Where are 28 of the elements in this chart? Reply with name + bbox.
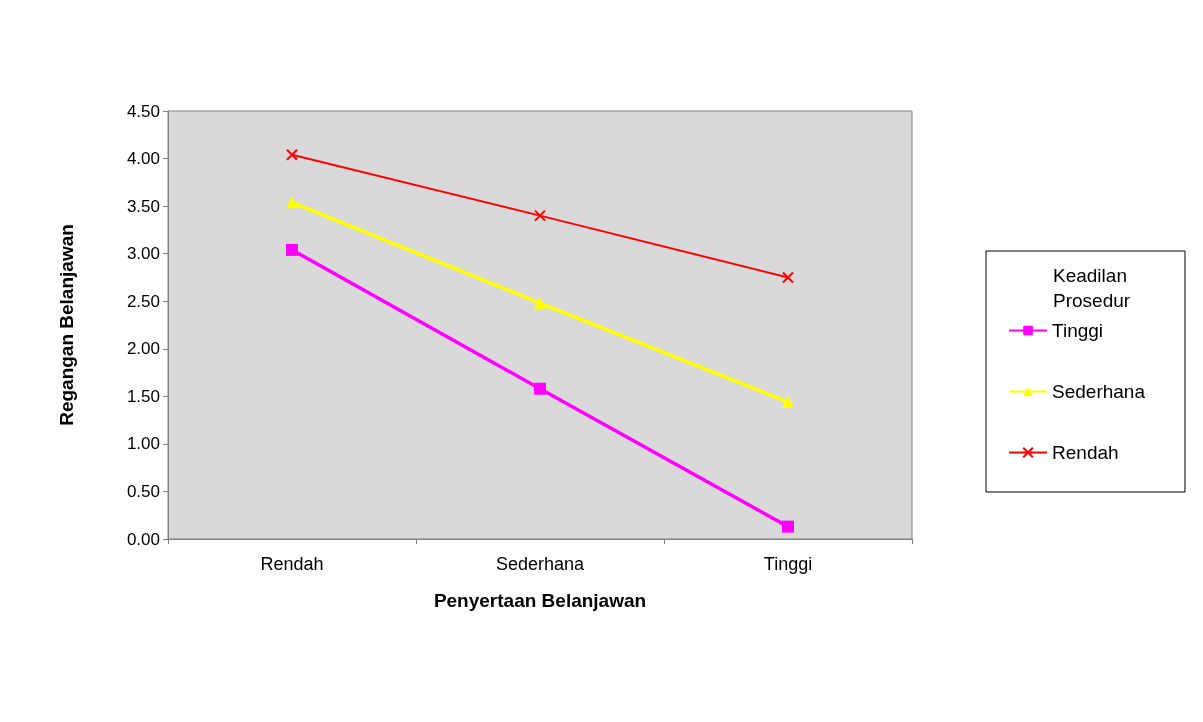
y-tick-label: 2.50 <box>126 291 160 311</box>
y-tick-label: 3.00 <box>126 244 160 264</box>
point <box>782 271 794 284</box>
legend-label: Sederhana <box>1052 381 1146 402</box>
legend-label: Rendah <box>1052 442 1119 463</box>
y-tick-label: 2.00 <box>126 339 160 359</box>
x-tick-label: Tinggi <box>763 554 813 574</box>
point <box>534 209 546 222</box>
x-tick-label: Rendah <box>260 554 324 574</box>
y-axis-title: Regangan Belanjawan <box>56 224 77 426</box>
y-tick-label: 0.50 <box>126 481 160 501</box>
x-tick-label: Sederhana <box>495 554 586 574</box>
point <box>782 396 794 409</box>
y-tick-label: 1.50 <box>126 386 160 406</box>
legend-label: Tinggi <box>1052 320 1104 341</box>
point <box>286 243 298 256</box>
point <box>782 520 794 533</box>
point <box>534 382 546 395</box>
y-tick-label: 4.00 <box>126 149 160 169</box>
point <box>286 196 298 209</box>
y-tick-label: 0.00 <box>126 529 160 549</box>
legend-title: Keadilan Prosedur <box>1053 265 1131 311</box>
x-axis-title: Penyertaan Belanjawan <box>433 590 647 611</box>
point <box>534 297 546 310</box>
y-tick-label: 3.50 <box>126 196 160 216</box>
y-tick-label: 1.00 <box>126 434 160 454</box>
point <box>286 148 298 161</box>
y-tick-label: 4.50 <box>126 101 160 121</box>
